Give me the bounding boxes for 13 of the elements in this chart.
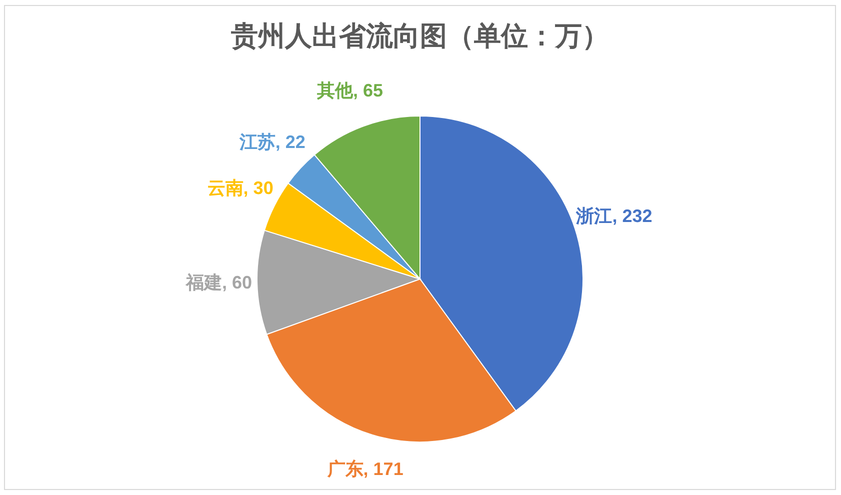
slice-label: 广东	[326, 459, 364, 480]
slice-label: 浙江	[575, 206, 612, 226]
slice-label: 其他	[316, 80, 354, 100]
data-label: , 30	[243, 178, 274, 198]
data-label: , 171	[363, 459, 404, 480]
chart-title: 贵州人出省流向图（单位：万）	[230, 21, 609, 51]
data-label: , 232	[612, 206, 652, 226]
slice-label: 云南	[207, 178, 244, 198]
slice-label: 福建	[185, 272, 222, 292]
data-label: , 60	[222, 272, 252, 292]
data-label: , 65	[353, 80, 384, 100]
slice-label: 江苏	[238, 132, 276, 152]
data-label: , 22	[275, 132, 306, 152]
